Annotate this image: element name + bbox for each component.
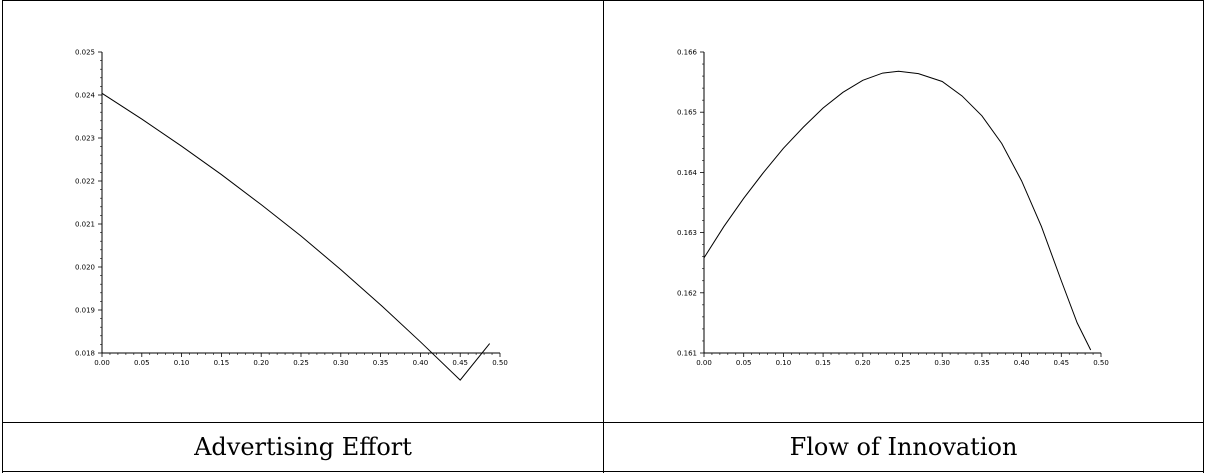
x-tick-label: 0.00: [94, 359, 110, 367]
flow-of-innovation-chart: 0.00 0.05 0.10 0.15 0.20 0.25 0.30 0.35 0.40 0.45…: [677, 49, 1109, 368]
y-tick-label: 0.161: [677, 350, 697, 358]
series-line-0: [101, 92, 491, 381]
table-bottom-rule: [2, 471, 1204, 472]
x-tick-label: 0.25: [895, 359, 911, 367]
x-tick-label: 0.00: [696, 359, 712, 367]
y-tick-label: 0.166: [677, 49, 698, 57]
y-tick-label: 0.165: [677, 109, 697, 117]
x-tick-label: 0.05: [736, 359, 752, 367]
y-tick-label: 0.018: [75, 350, 95, 358]
x-tick-label: 0.45: [1054, 359, 1070, 367]
y-tick-label: 0.164: [677, 169, 698, 177]
y-tick-label: 0.021: [75, 221, 95, 229]
x-tick-label: 0.50: [492, 359, 508, 367]
table-row-divider: [2, 422, 1204, 423]
caption-advertising-effort: Advertising Effort: [194, 433, 412, 461]
caption-flow-of-innovation: Flow of Innovation: [789, 433, 1018, 461]
x-tick-label: 0.35: [974, 359, 990, 367]
x-tick-label: 0.10: [776, 359, 792, 367]
y-tick-label: 0.025: [75, 49, 95, 57]
y-tick-label: 0.163: [677, 229, 697, 237]
x-tick-label: 0.45: [452, 359, 468, 367]
table-right-rule: [1203, 0, 1204, 473]
x-tick-label: 0.05: [134, 359, 150, 367]
table-middle-rule: [603, 0, 604, 473]
x-tick-label: 0.50: [1093, 359, 1109, 367]
x-tick-label: 0.15: [214, 359, 230, 367]
x-tick-label: 0.30: [333, 359, 349, 367]
x-tick-label: 0.20: [253, 359, 269, 367]
series-line-0: [703, 70, 1092, 351]
x-tick-label: 0.15: [815, 359, 831, 367]
table-left-rule: [2, 0, 3, 473]
y-tick-label: 0.022: [75, 178, 95, 186]
x-tick-label: 0.25: [293, 359, 309, 367]
x-tick-label: 0.40: [1014, 359, 1030, 367]
y-tick-label: 0.019: [75, 307, 95, 315]
x-tick-label: 0.10: [174, 359, 190, 367]
x-tick-label: 0.40: [413, 359, 429, 367]
x-tick-label: 0.20: [855, 359, 871, 367]
y-tick-label: 0.162: [677, 289, 697, 297]
y-tick-label: 0.023: [75, 135, 95, 143]
y-tick-label: 0.024: [75, 92, 96, 100]
y-tick-label: 0.020: [75, 264, 95, 272]
x-tick-label: 0.30: [934, 359, 950, 367]
x-tick-label: 0.35: [373, 359, 389, 367]
advertising-effort-chart: 0.00 0.05 0.10 0.15 0.20 0.25 0.30 0.35 0.40 0.45…: [75, 49, 508, 381]
